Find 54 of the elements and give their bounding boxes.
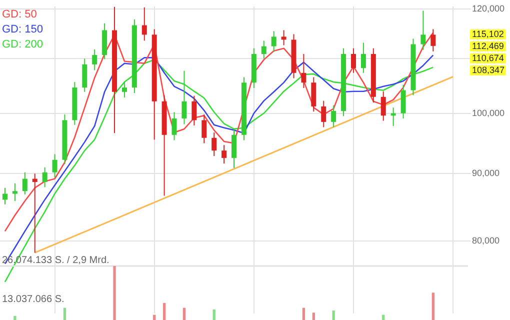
- candlestick: [331, 104, 336, 128]
- text: GD: 200: [2, 38, 43, 50]
- candlestick: [52, 154, 58, 178]
- bar: [113, 266, 116, 320]
- candlestick: [261, 40, 266, 60]
- candlestick: [301, 53, 306, 89]
- candlestick: [42, 166, 48, 188]
- bar: [14, 316, 16, 320]
- text: 112,469: [472, 40, 504, 51]
- candlestick: [2, 187, 8, 205]
- text: GD: 50: [2, 8, 37, 20]
- candlestick: [122, 81, 127, 98]
- candlestick: [212, 132, 217, 157]
- candlestick: [360, 42, 366, 74]
- bar: [212, 309, 216, 320]
- candlestick: [12, 182, 18, 202]
- bar: [302, 308, 306, 320]
- candlestick: [311, 76, 316, 112]
- annotation: 13.037.066 S.: [2, 294, 64, 305]
- bar: [312, 312, 315, 320]
- candlestick: [380, 90, 386, 122]
- candlestick: [142, 6, 147, 42]
- candlestick: [182, 70, 187, 125]
- candlestick: [321, 100, 326, 128]
- bar: [153, 314, 156, 320]
- candlestick: [202, 114, 207, 144]
- candlestick: [232, 129, 236, 168]
- y-tick-label: 90,000: [472, 168, 500, 178]
- bar: [63, 308, 66, 320]
- candlestick: [420, 10, 426, 50]
- candlestick: [92, 48, 98, 71]
- candlestick: [222, 144, 227, 164]
- bar: [182, 308, 186, 320]
- candlestick: [82, 58, 88, 92]
- y-tick-label: 120,000: [472, 3, 505, 14]
- y-tick-label: 80,000: [472, 236, 500, 246]
- candlestick: [350, 48, 356, 74]
- candlestick: [281, 30, 286, 46]
- text: 115,102: [472, 28, 504, 39]
- candlestick: [271, 30, 276, 52]
- bar: [382, 314, 385, 320]
- text: GD: 150: [2, 23, 43, 36]
- bar: [162, 302, 166, 320]
- bar: [332, 310, 335, 320]
- candlestick: [192, 95, 197, 126]
- candlestick: [22, 172, 28, 195]
- y-tick-label: 100,000: [472, 108, 505, 118]
- text: 108,347: [472, 64, 505, 75]
- candlestick: [430, 28, 436, 52]
- candlestick: [400, 84, 406, 119]
- candlestick: [172, 112, 177, 141]
- bar: [432, 292, 434, 320]
- candlestick: [32, 173, 38, 254]
- text: 110,674: [472, 52, 504, 63]
